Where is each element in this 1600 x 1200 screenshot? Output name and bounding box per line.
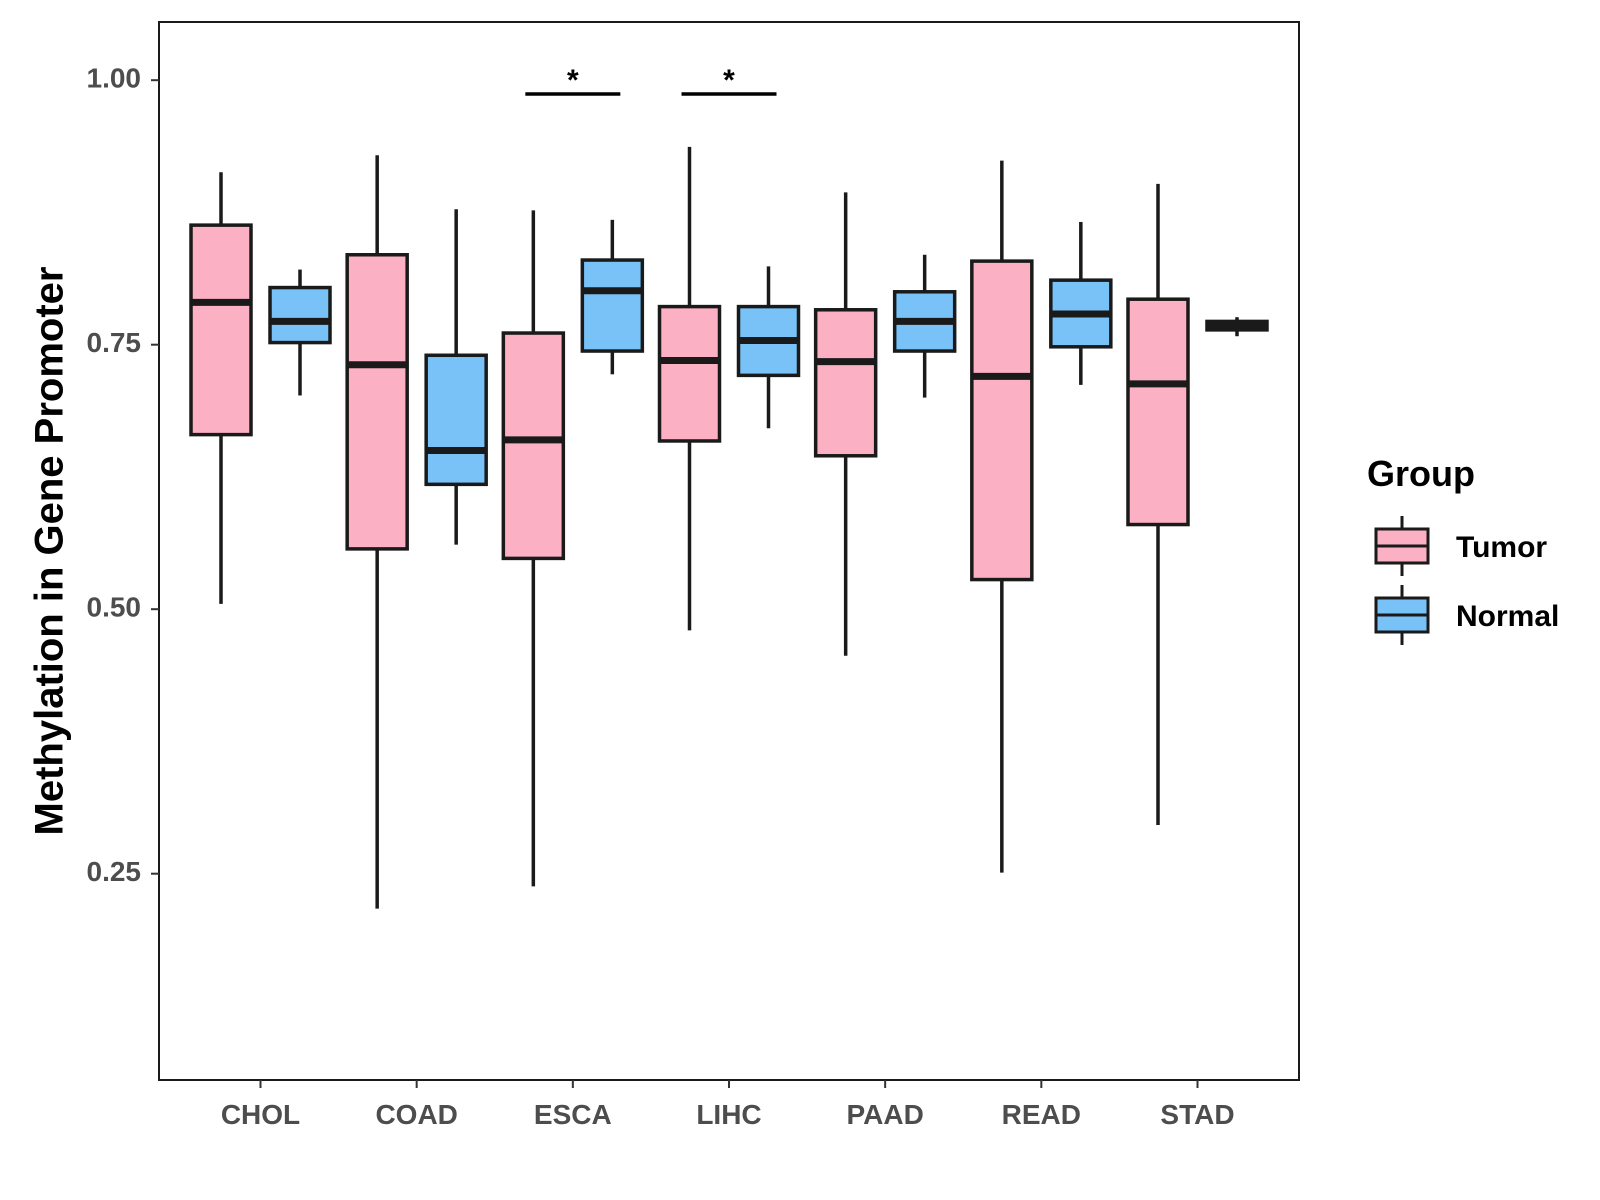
x-axis: CHOL COAD ESCA LIHC PAAD READ STAD [221,1080,1235,1130]
x-tick-label: COAD [375,1099,457,1130]
x-tick-label: CHOL [221,1099,300,1130]
box-normal-paad [892,254,957,398]
series-normal [268,209,1269,545]
iqr-box [345,253,409,551]
legend-item-normal: Normal [1374,585,1559,645]
legend-label: Normal [1456,600,1559,633]
box-tumor-paad [813,192,878,656]
box-tumor-lihc [657,146,722,631]
iqr-box [501,331,566,561]
box-series [189,146,1269,909]
y-axis: 0.25 0.50 0.75 1.00 [87,63,159,887]
legend: Group Tumor Normal [1367,453,1559,645]
iqr-box [189,223,253,437]
legend-item-tumor: Tumor [1374,516,1547,576]
box-normal-coad [424,209,488,545]
iqr-box [813,308,878,458]
iqr-box [268,285,332,345]
iqr-box [424,353,488,487]
box-normal-chol [268,269,332,396]
box-tumor-coad [345,155,409,909]
y-tick-label: 0.50 [87,592,142,623]
iqr-box [657,304,722,443]
x-tick-label: LIHC [696,1099,761,1130]
significance-annotations: * * [525,64,777,97]
x-tick-label: ESCA [534,1099,612,1130]
box-tumor-read [970,160,1034,873]
y-tick-label: 0.75 [87,327,142,358]
y-tick-label: 1.00 [87,63,142,94]
box-tumor-chol [189,172,253,604]
significance-label: * [723,64,735,97]
box-normal-esca [580,219,645,375]
significance-label: * [567,64,579,97]
x-tick-label: PAAD [847,1099,924,1130]
plot-panel [158,21,1300,1081]
series-tumor [189,146,1190,909]
box-tumor-esca [501,210,566,887]
legend-label: Tumor [1456,531,1547,564]
box-normal-read [1049,221,1113,385]
y-tick-label: 0.25 [87,856,142,887]
x-tick-label: READ [1002,1099,1081,1130]
legend-title: Group [1367,453,1475,494]
iqr-box [970,259,1034,582]
iqr-box [580,258,645,353]
y-axis-title: Methylation in Gene Promoter [28,267,72,836]
x-tick-label: STAD [1160,1099,1234,1130]
iqr-box [1126,297,1190,527]
box-normal-stad [1205,317,1269,337]
box-normal-lihc [736,266,801,429]
box-tumor-stad [1126,183,1190,826]
